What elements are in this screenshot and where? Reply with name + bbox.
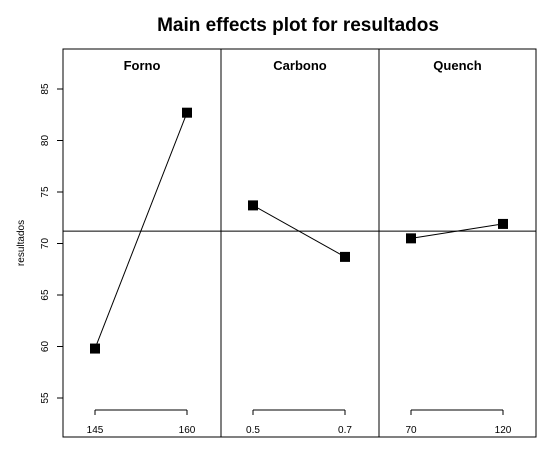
- panel-quench: Quench 70 120: [379, 49, 536, 437]
- x-tick-label: 145: [87, 425, 104, 436]
- panel-carbono: Carbono 0.5 0.7: [221, 49, 379, 437]
- panel-frame: [63, 49, 221, 437]
- panel-title: Forno: [124, 58, 161, 73]
- x-tick-label: 120: [495, 425, 512, 436]
- panel-frame: [379, 49, 536, 437]
- data-point: [340, 252, 350, 262]
- panel-forno: Forno 145 160: [63, 49, 221, 437]
- panel-title: Carbono: [273, 58, 327, 73]
- panel-frame: [221, 49, 379, 437]
- x-tick-label: 0.7: [338, 425, 352, 436]
- y-tick-label: 85: [40, 83, 51, 95]
- y-tick-label: 75: [40, 186, 51, 198]
- data-point: [90, 344, 100, 354]
- y-axis: 55 60 65 70 75 80 85: [40, 83, 63, 404]
- data-point: [182, 108, 192, 118]
- panel-title: Quench: [433, 58, 481, 73]
- x-tick-label: 70: [405, 425, 417, 436]
- x-tick-label: 0.5: [246, 425, 260, 436]
- panels: Forno 145 160 Carbono 0.5 0.7 Quench 70 120: [63, 49, 536, 437]
- y-tick-label: 60: [40, 341, 51, 353]
- x-tick-label: 160: [179, 425, 196, 436]
- chart-title: Main effects plot for resultados: [157, 15, 439, 36]
- y-tick-label: 80: [40, 135, 51, 147]
- y-axis-label: resultados: [16, 220, 27, 266]
- y-tick-label: 70: [40, 238, 51, 250]
- data-point: [498, 219, 508, 229]
- data-point: [406, 233, 416, 243]
- data-point: [248, 200, 258, 210]
- y-tick-label: 55: [40, 392, 51, 404]
- y-tick-label: 65: [40, 289, 51, 301]
- effect-line: [95, 113, 187, 349]
